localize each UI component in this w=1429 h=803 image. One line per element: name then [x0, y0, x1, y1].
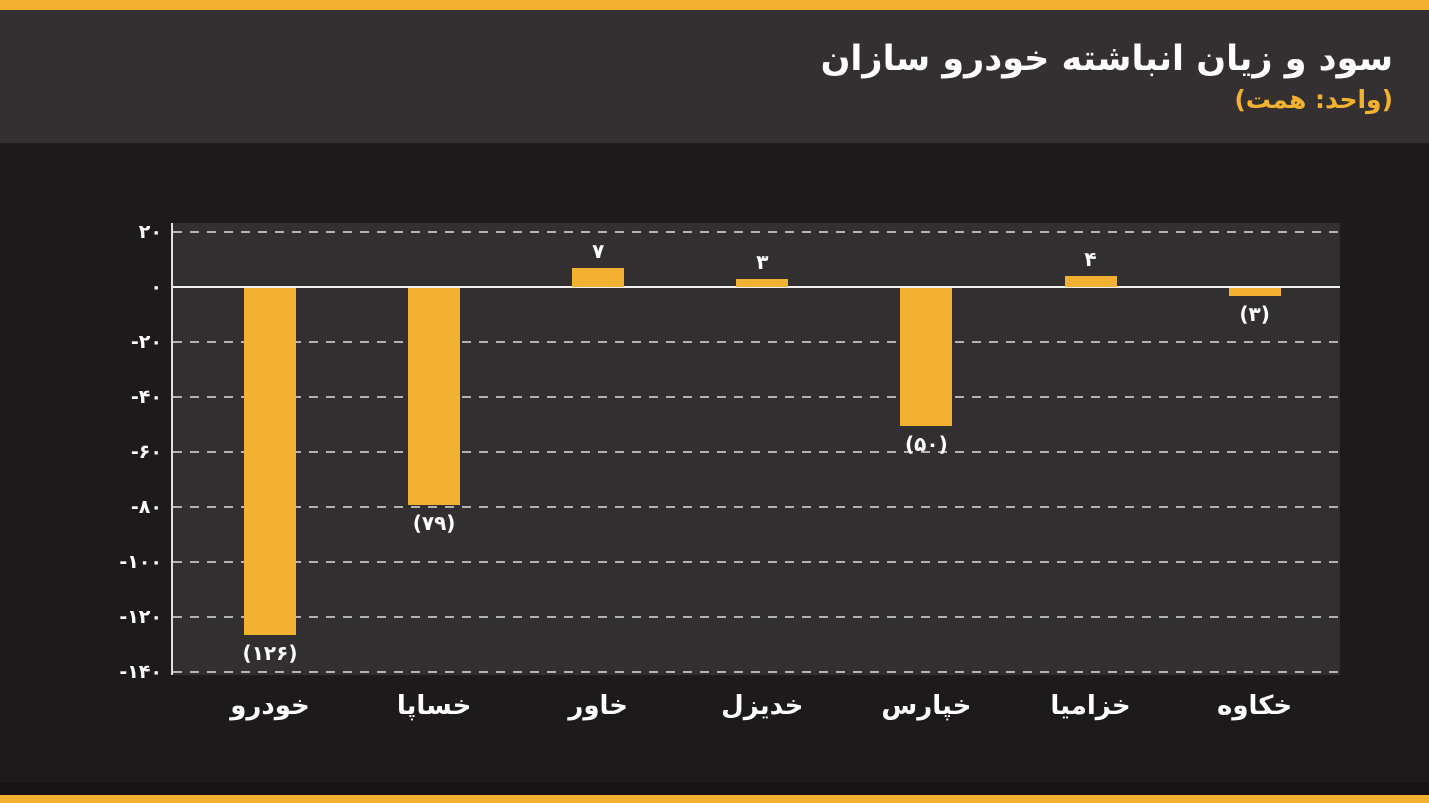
- y-tick-label: -۱۲۰: [119, 606, 162, 628]
- y-tick-label: -۸۰: [130, 496, 162, 518]
- top-accent-border: [0, 0, 1429, 10]
- gridline: [173, 671, 1340, 673]
- bar-5: [1064, 276, 1117, 287]
- bar-value-label: (۵۰): [905, 431, 948, 456]
- bar-value-label: (۷۹): [412, 511, 456, 536]
- x-axis-category-label: خزامیا: [1050, 691, 1131, 721]
- y-tick-label: -۱۰۰: [119, 551, 162, 573]
- bar-2: [572, 267, 625, 287]
- bar-value-label: (۱۲۶): [242, 640, 298, 665]
- gridline: [173, 506, 1340, 508]
- bar-value-label: (۳): [1239, 302, 1270, 327]
- gridline: [173, 616, 1340, 618]
- y-tick-label: ۲۰: [138, 221, 162, 243]
- bottom-shade: [0, 783, 1429, 795]
- chart-header: سود و زیان انباشته خودرو سازان (واحد: هم…: [0, 10, 1429, 143]
- chart-title: سود و زیان انباشته خودرو سازان: [820, 38, 1393, 79]
- y-tick-label: -۴۰: [130, 386, 162, 408]
- x-axis-category-label: خساپا: [396, 691, 472, 721]
- bar-4: [900, 288, 953, 426]
- bottom-accent-border: [0, 795, 1429, 803]
- chart-unit-subtitle: (واحد: همت): [1234, 85, 1393, 115]
- gridline: [173, 231, 1340, 233]
- gridline: [173, 561, 1340, 563]
- plot-area: [171, 223, 1340, 675]
- y-tick-label: ۰: [150, 276, 162, 298]
- zero-gridline: [173, 286, 1340, 288]
- bar-value-label: ۴: [1084, 247, 1097, 271]
- bar-value-label: ۷: [592, 238, 605, 263]
- bar-6: [1228, 288, 1281, 297]
- x-axis-category-label: خپارس: [881, 691, 972, 721]
- x-axis-category-label: خاور: [568, 691, 628, 721]
- x-axis-category-label: خکاوه: [1217, 691, 1293, 721]
- y-tick-label: -۱۴۰: [119, 661, 162, 683]
- bar-3: [736, 278, 789, 287]
- bar-1: [408, 288, 461, 506]
- gridline: [173, 451, 1340, 453]
- y-tick-label: -۲۰: [130, 331, 162, 353]
- gridline: [173, 341, 1340, 343]
- y-tick-label: -۶۰: [130, 441, 162, 463]
- x-axis-category-label: خدیزل: [721, 691, 804, 721]
- bar-value-label: ۳: [756, 249, 769, 274]
- gridline: [173, 396, 1340, 398]
- x-axis-category-label: خودرو: [230, 691, 310, 721]
- bar-0: [244, 288, 296, 635]
